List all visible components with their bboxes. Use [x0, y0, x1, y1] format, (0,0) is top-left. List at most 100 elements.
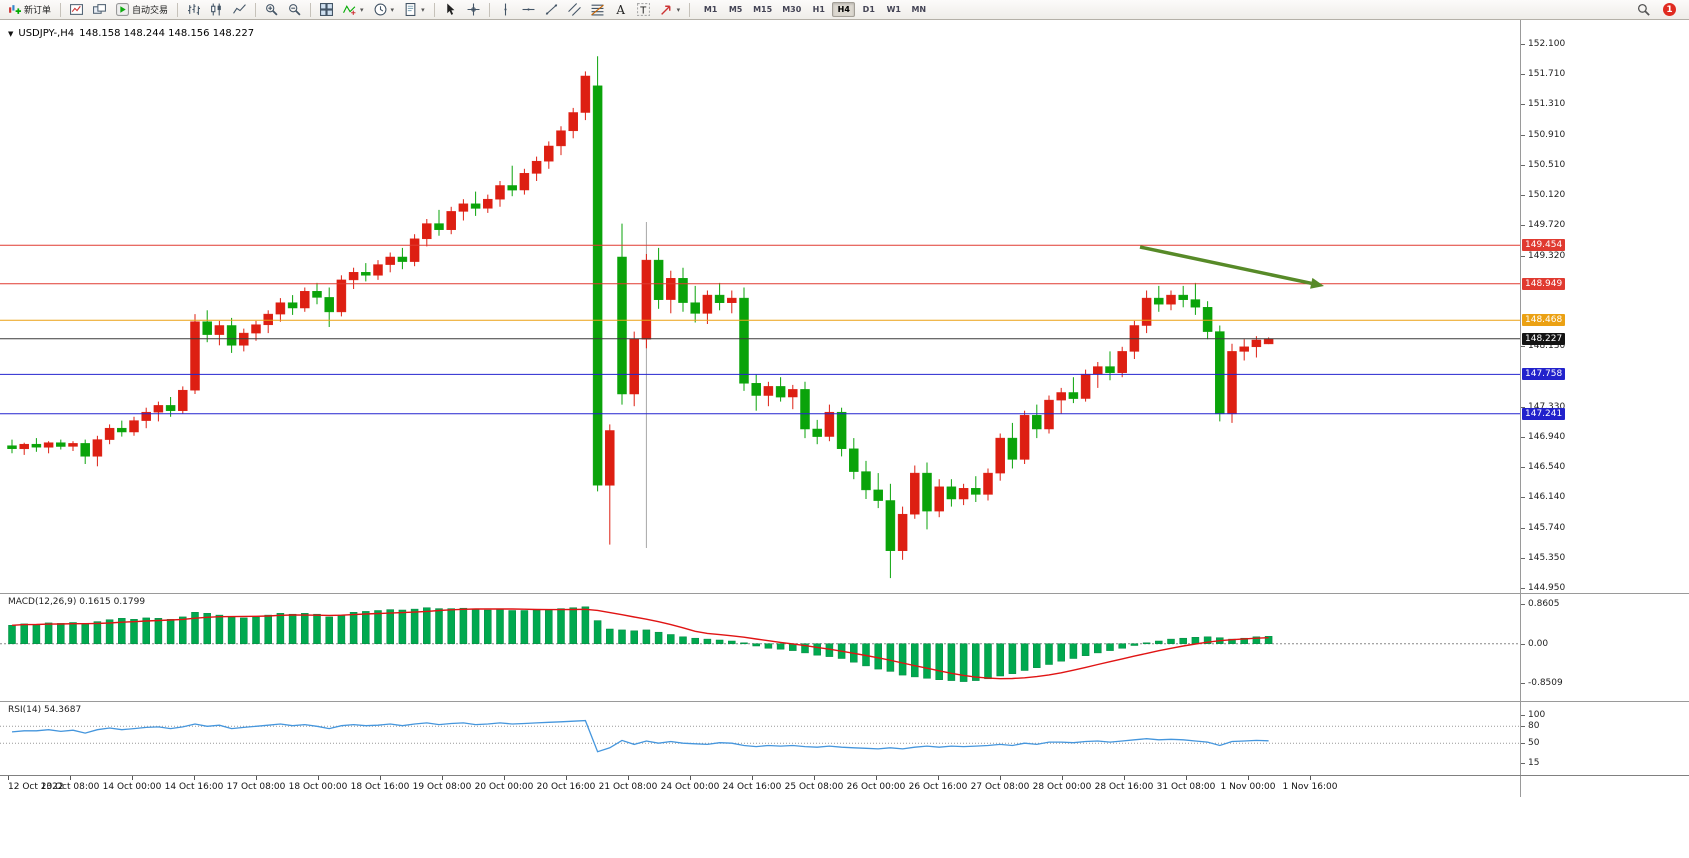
candle	[519, 168, 530, 195]
price-chart-canvas[interactable]	[0, 20, 1520, 593]
timeframe-w1-button[interactable]: W1	[886, 5, 901, 14]
time-axis-label: 31 Oct 08:00	[1156, 782, 1216, 792]
time-axis-label: 17 Oct 08:00	[226, 782, 286, 792]
candle	[824, 404, 835, 442]
text-button[interactable]: A	[610, 1, 631, 19]
candle	[1032, 404, 1042, 439]
price-scale[interactable]: 149.454 148.949 148.468 148.227 147.758 147.2…	[1520, 20, 1689, 593]
candle	[641, 254, 652, 349]
candle	[849, 438, 859, 480]
candle	[104, 424, 115, 445]
crosshair-icon	[467, 3, 480, 16]
price-tag: 147.241	[1522, 407, 1566, 420]
toolbar-left-group: 新订单 自动交易 ▾ ▾ ▾ A T ▾	[3, 1, 694, 19]
macd-scale[interactable]: 0.8605 0.00 -0.8509	[1520, 594, 1689, 701]
rsi-axis-label: 80	[1528, 721, 1540, 732]
time-axis-label: 26 Oct 16:00	[908, 782, 968, 792]
cursor-button[interactable]	[440, 1, 461, 19]
candles-series	[7, 56, 1274, 579]
arrows-button[interactable]: ▾	[656, 1, 685, 19]
line-chart-icon	[233, 3, 246, 16]
timeframe-mn-button[interactable]: MN	[911, 5, 927, 14]
rsi-axis-label: 15	[1528, 758, 1540, 768]
new-order-button[interactable]: 新订单	[4, 1, 55, 19]
candle	[31, 438, 42, 452]
horizontal-line-button[interactable]	[518, 1, 539, 19]
time-axis-tick	[380, 776, 381, 780]
rsi-axis-tick	[1521, 726, 1525, 728]
line-chart-button[interactable]	[229, 1, 250, 19]
toolbar-separator	[310, 2, 312, 17]
candlestick-button[interactable]	[206, 1, 227, 19]
candle	[861, 460, 871, 499]
time-axis-tick	[256, 776, 257, 780]
candle	[910, 465, 920, 519]
symbol-dropdown-icon[interactable]: ▼	[8, 29, 14, 38]
rsi-canvas[interactable]	[0, 702, 1520, 775]
candle	[836, 407, 847, 457]
price-axis-tick	[1521, 436, 1525, 438]
zoom-out-button[interactable]	[284, 1, 305, 19]
channel-button[interactable]	[564, 1, 585, 19]
candle	[1093, 362, 1103, 388]
candle	[556, 126, 566, 156]
candle	[263, 310, 273, 334]
price-axis-tick	[1521, 134, 1525, 136]
time-axis-label: 27 Oct 08:00	[970, 782, 1030, 792]
time-axis-label: 1 Nov 00:00	[1220, 782, 1276, 792]
rsi-axis-tick	[1521, 763, 1525, 764]
macd-axis-tick	[1521, 683, 1525, 684]
periods-button[interactable]: ▾	[370, 1, 399, 19]
time-axis-tick	[1062, 776, 1063, 780]
rsi-scale[interactable]: 100 80 50 15	[1520, 702, 1689, 775]
candle	[629, 331, 639, 407]
candle	[934, 479, 944, 518]
candle	[92, 435, 103, 467]
tile-windows-button[interactable]	[316, 1, 337, 19]
macd-signal-line	[11, 608, 1269, 680]
time-axis-tick	[8, 776, 9, 780]
price-axis-label: 146.940	[1528, 431, 1566, 442]
timeframe-m5-button[interactable]: M5	[728, 5, 743, 14]
time-axis-tick	[1000, 776, 1001, 780]
timeframe-m1-button[interactable]: M1	[703, 5, 718, 14]
templates-button[interactable]: ▾	[400, 1, 429, 19]
candle	[1141, 290, 1152, 334]
timeframe-h1-button[interactable]: H1	[812, 5, 825, 14]
vertical-line-button[interactable]	[495, 1, 516, 19]
label-button[interactable]: T	[633, 1, 654, 19]
candle	[275, 298, 286, 322]
candle	[653, 247, 664, 309]
time-axis-tick	[194, 776, 195, 780]
price-axis-tick	[1521, 497, 1525, 499]
price-tag: 147.758	[1522, 368, 1566, 381]
bar-chart-button[interactable]	[183, 1, 204, 19]
candle	[361, 263, 371, 282]
price-axis-label: 145.350	[1528, 552, 1566, 563]
timeframe-h4-button[interactable]: H4	[832, 2, 856, 17]
text-icon: A	[614, 3, 627, 16]
profiles-button[interactable]	[89, 1, 110, 19]
time-axis-tick	[1186, 776, 1187, 780]
trend-arrow-object[interactable]	[1139, 245, 1324, 289]
timeframe-d1-button[interactable]: D1	[862, 5, 875, 14]
price-axis-tick	[1521, 406, 1525, 408]
candle	[141, 407, 151, 429]
timeframe-m30-button[interactable]: M30	[782, 5, 802, 14]
notification-badge[interactable]: 1	[1663, 3, 1676, 16]
time-axis[interactable]: 12 Oct 2022 13 Oct 08:00 14 Oct 00:00 14 Oc…	[0, 775, 1689, 797]
fibonacci-button[interactable]	[587, 1, 608, 19]
arrows-icon	[660, 3, 673, 16]
zoom-in-button[interactable]	[261, 1, 282, 19]
crosshair-button[interactable]	[463, 1, 484, 19]
macd-canvas[interactable]	[0, 594, 1520, 701]
timeframe-m15-button[interactable]: M15	[753, 5, 773, 14]
fibonacci-icon	[590, 3, 604, 16]
charts-button[interactable]	[66, 1, 87, 19]
search-button[interactable]	[1633, 1, 1654, 19]
candle	[226, 317, 237, 353]
auto-trading-button[interactable]: 自动交易	[112, 1, 172, 19]
trendline-button[interactable]	[541, 1, 562, 19]
indicators-button[interactable]: ▾	[339, 1, 368, 19]
